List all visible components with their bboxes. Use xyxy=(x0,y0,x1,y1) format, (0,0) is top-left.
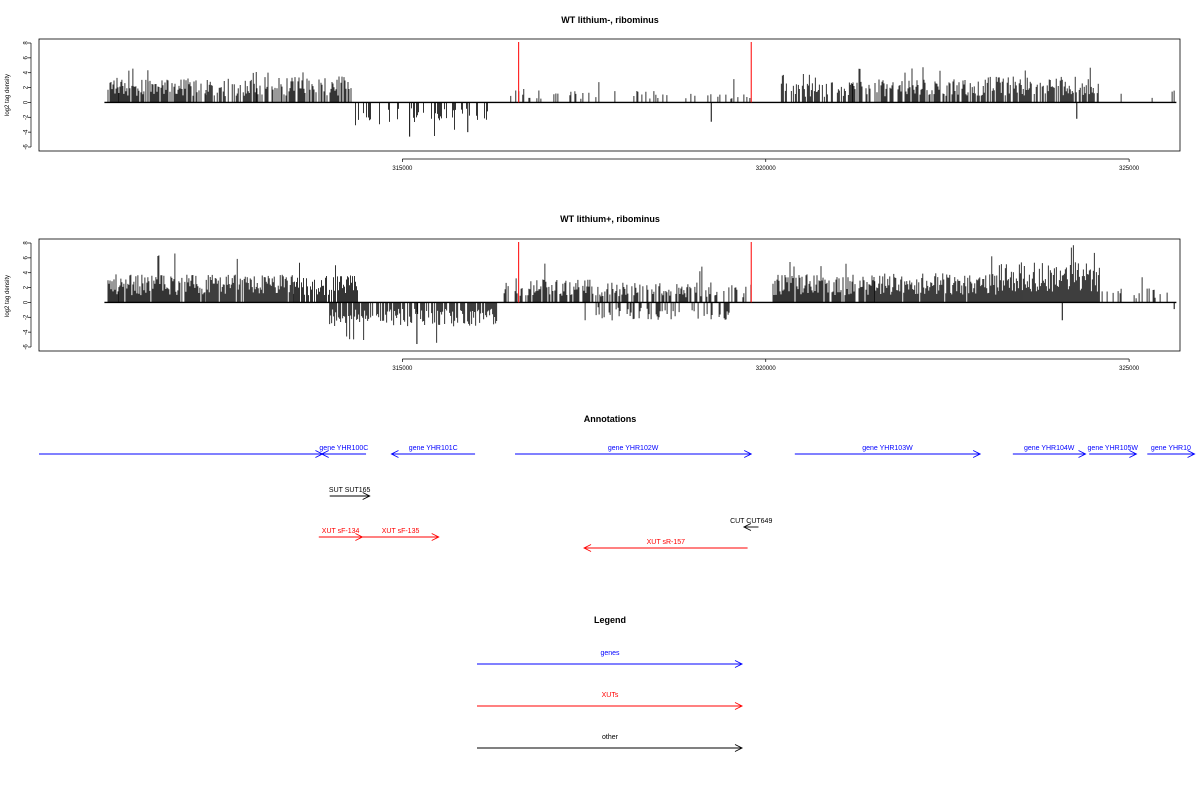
plot-frame xyxy=(38,38,1181,152)
y-tick-label: 8 xyxy=(24,41,30,45)
annotation-label: gene YHR102W xyxy=(608,445,659,452)
x-tick-label: 320000 xyxy=(756,166,777,172)
annotation-gene-yhr105w: gene YHR105W xyxy=(1088,445,1139,458)
legend-label: genes xyxy=(600,650,620,657)
x-tick-label: 320000 xyxy=(756,366,777,372)
annotation-label: gene YHR101C xyxy=(409,445,458,452)
y-tick-label: -4 xyxy=(24,329,30,335)
annotation-label: XUT sF-135 xyxy=(382,528,420,535)
y-axis-label: log2 tag density xyxy=(5,74,11,116)
density-bars xyxy=(104,42,1177,137)
legend-item-genes: genes xyxy=(477,650,744,668)
legend: Legend genes XUTs other xyxy=(477,615,744,752)
annotation-label: SUT SUT165 xyxy=(329,487,371,494)
density-panel-lithium-minus: WT lithium-, ribominus log2 tag density … xyxy=(5,15,1181,172)
y-tick-label: 2 xyxy=(24,285,30,289)
y-axis-label: log2 tag density xyxy=(5,275,11,317)
annotation-label: gene YHR10 xyxy=(1151,445,1191,452)
legend-title: Legend xyxy=(594,615,626,625)
x-tick-label: 325000 xyxy=(1119,366,1140,372)
annotation-label: XUT sF-134 xyxy=(322,528,360,535)
density-panel-lithium-plus: WT lithium+, ribominus log2 tag density … xyxy=(5,214,1181,372)
annotation-label: gene YHR100C xyxy=(319,445,368,452)
annotation-label: gene YHR104W xyxy=(1024,445,1075,452)
y-tick-label: -6 xyxy=(24,144,30,150)
x-tick-label: 325000 xyxy=(1119,166,1140,172)
legend-label: other xyxy=(602,734,619,741)
annotation-label: CUT CUT649 xyxy=(730,518,772,525)
y-tick-label: 6 xyxy=(24,56,30,60)
annotation-gene-yhr100c: gene YHR100C xyxy=(319,445,368,458)
annotation-gene-yhr102w: gene YHR102W xyxy=(515,445,753,458)
annotation-sut-sut165: SUT SUT165 xyxy=(329,487,371,500)
annotation-unlabeled-gene xyxy=(39,450,324,458)
panel-title: WT lithium+, ribominus xyxy=(560,214,660,224)
annotation-label: gene YHR105W xyxy=(1088,445,1139,452)
annotation-gene-yhr103w: gene YHR103W xyxy=(794,445,982,458)
y-tick-label: 0 xyxy=(24,300,30,304)
annotation-track: Annotations gene YHR100C gene YHR101C gene… xyxy=(39,414,1196,552)
annotation-xut-sf-134: XUT sF-134 xyxy=(318,528,364,541)
annotation-label: gene YHR103W xyxy=(862,445,913,452)
y-tick-label: -2 xyxy=(24,114,30,120)
x-tick-label: 315000 xyxy=(392,166,413,172)
y-tick-label: 0 xyxy=(24,100,30,104)
annotation-label: XUT sR-157 xyxy=(647,539,685,546)
annotation-cut-cut649: CUT CUT649 xyxy=(730,518,772,531)
annotation-gene-yhr101c: gene YHR101C xyxy=(390,445,476,458)
legend-item-other: other xyxy=(477,734,744,752)
annotation-xut-sr-157: XUT sR-157 xyxy=(583,539,748,552)
y-tick-label: -6 xyxy=(24,344,30,350)
density-bars xyxy=(104,242,1177,345)
y-tick-label: 4 xyxy=(24,70,30,74)
annotations-title: Annotations xyxy=(584,414,637,424)
annotation-xut-sf-135: XUT sF-135 xyxy=(362,528,440,541)
y-tick-label: -2 xyxy=(24,314,30,320)
y-tick-label: 2 xyxy=(24,85,30,89)
x-tick-label: 315000 xyxy=(392,366,413,372)
y-tick-label: -4 xyxy=(24,129,30,135)
y-tick-label: 4 xyxy=(24,270,30,274)
x-axis: 315000 320000 325000 xyxy=(392,358,1140,372)
legend-label: XUTs xyxy=(602,692,619,699)
annotation-gene-yhr10: gene YHR10 xyxy=(1147,445,1196,458)
panel-title: WT lithium-, ribominus xyxy=(561,15,659,25)
y-tick-label: 8 xyxy=(24,241,30,245)
y-axis: -6 -4 -2 0 2 4 6 8 xyxy=(24,41,32,150)
y-tick-label: 6 xyxy=(24,256,30,260)
x-axis: 315000 320000 325000 xyxy=(392,158,1140,172)
annotation-gene-yhr104w: gene YHR104W xyxy=(1012,445,1087,458)
legend-item-xuts: XUTs xyxy=(477,692,744,710)
plot-frame xyxy=(38,238,1181,352)
y-axis: -6 -4 -2 0 2 4 6 8 xyxy=(24,241,32,350)
